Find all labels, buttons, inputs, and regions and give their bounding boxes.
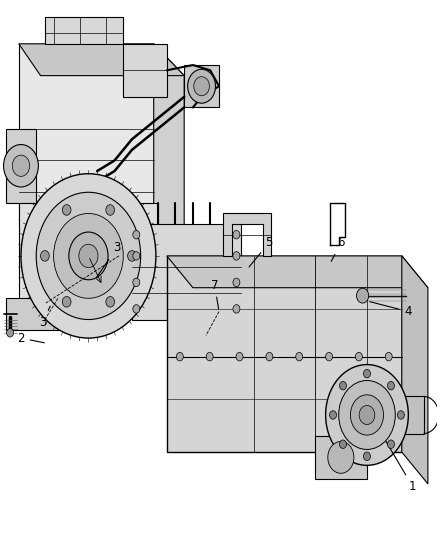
- Circle shape: [388, 382, 395, 390]
- Text: 6: 6: [331, 236, 345, 261]
- Polygon shape: [132, 224, 241, 319]
- Circle shape: [133, 278, 140, 287]
- Circle shape: [357, 288, 369, 303]
- Circle shape: [339, 381, 395, 449]
- Circle shape: [53, 214, 123, 298]
- Circle shape: [236, 352, 243, 361]
- Polygon shape: [184, 65, 219, 108]
- Circle shape: [397, 411, 404, 419]
- Circle shape: [385, 352, 392, 361]
- Circle shape: [7, 328, 14, 337]
- Circle shape: [62, 296, 71, 307]
- Circle shape: [12, 155, 30, 176]
- Circle shape: [133, 230, 140, 239]
- Polygon shape: [6, 128, 36, 203]
- Circle shape: [127, 251, 136, 261]
- Circle shape: [364, 452, 371, 461]
- Circle shape: [388, 440, 395, 448]
- Circle shape: [79, 244, 98, 268]
- Circle shape: [41, 251, 49, 261]
- Circle shape: [266, 352, 273, 361]
- Circle shape: [21, 174, 156, 338]
- Circle shape: [106, 205, 115, 215]
- Circle shape: [329, 411, 336, 419]
- Polygon shape: [223, 214, 271, 256]
- Circle shape: [206, 352, 213, 361]
- Polygon shape: [167, 256, 428, 288]
- Text: 4: 4: [370, 302, 412, 318]
- Circle shape: [359, 406, 375, 424]
- Polygon shape: [154, 44, 184, 256]
- Text: 1: 1: [386, 441, 417, 493]
- Text: 2: 2: [17, 332, 44, 344]
- Polygon shape: [315, 436, 367, 479]
- Circle shape: [233, 278, 240, 287]
- Text: 3: 3: [96, 241, 120, 278]
- Polygon shape: [123, 44, 167, 97]
- Polygon shape: [402, 256, 428, 484]
- Circle shape: [177, 352, 184, 361]
- Circle shape: [339, 382, 346, 390]
- Text: 5: 5: [249, 236, 273, 267]
- Polygon shape: [19, 44, 184, 76]
- Circle shape: [187, 69, 215, 103]
- Circle shape: [328, 441, 354, 473]
- Polygon shape: [19, 203, 158, 309]
- Circle shape: [233, 305, 240, 313]
- Circle shape: [325, 352, 332, 361]
- Circle shape: [4, 144, 39, 187]
- Circle shape: [62, 205, 71, 215]
- Circle shape: [355, 352, 362, 361]
- Circle shape: [106, 296, 115, 307]
- Circle shape: [350, 395, 384, 435]
- Circle shape: [69, 232, 108, 280]
- Circle shape: [339, 440, 346, 448]
- Circle shape: [296, 352, 303, 361]
- Polygon shape: [167, 256, 402, 452]
- Polygon shape: [45, 17, 123, 44]
- Circle shape: [364, 369, 371, 378]
- Circle shape: [133, 252, 140, 260]
- Polygon shape: [385, 397, 424, 433]
- Polygon shape: [6, 298, 67, 330]
- Circle shape: [233, 230, 240, 239]
- Text: 3: 3: [39, 306, 50, 329]
- Polygon shape: [19, 44, 154, 224]
- Circle shape: [233, 252, 240, 260]
- Circle shape: [325, 365, 408, 465]
- Circle shape: [133, 305, 140, 313]
- Circle shape: [194, 77, 209, 96]
- Circle shape: [36, 192, 141, 319]
- Text: 7: 7: [211, 279, 219, 309]
